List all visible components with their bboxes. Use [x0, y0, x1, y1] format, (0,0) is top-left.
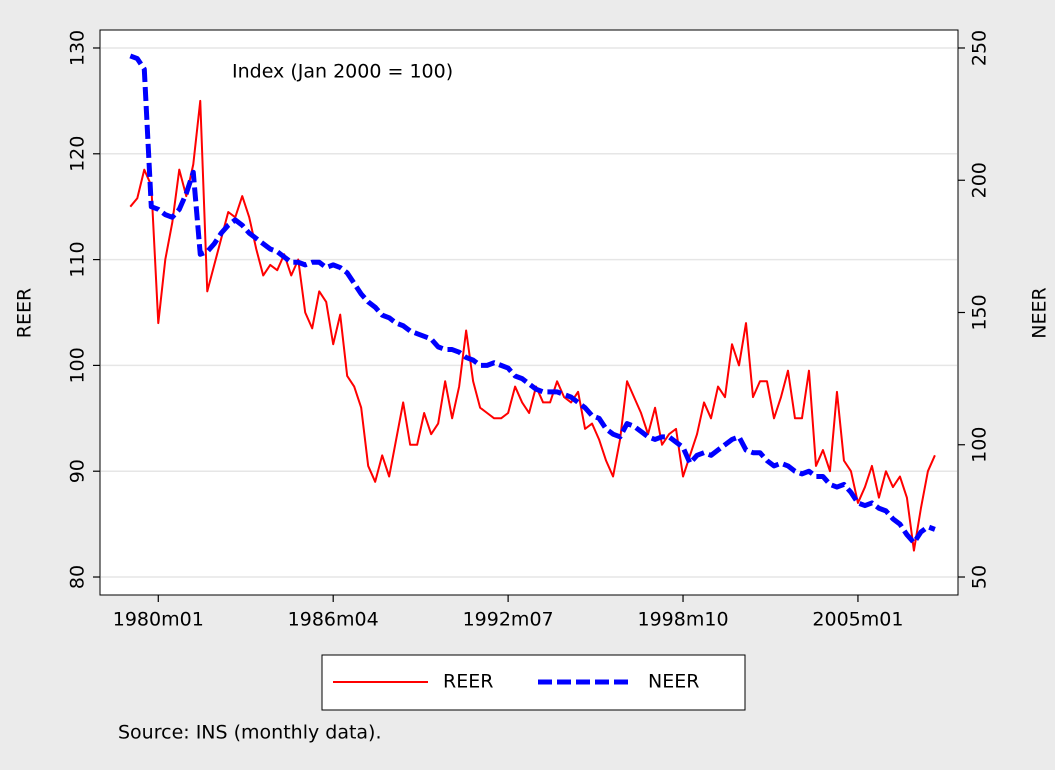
x-tick-label: 1986m04: [288, 609, 379, 631]
y2-tick-label: 50: [969, 565, 991, 589]
y-axis-title: REER: [14, 288, 36, 338]
annotation: Index (Jan 2000 = 100): [232, 61, 453, 83]
y-tick-label: 90: [67, 459, 89, 483]
x-tick-label: 1980m01: [113, 609, 204, 631]
y-tick-label: 80: [67, 565, 89, 589]
legend-label: REER: [443, 671, 493, 693]
x-tick-label: 1998m10: [638, 609, 729, 631]
y-tick-label: 100: [67, 347, 89, 383]
y2-tick-label: 250: [969, 30, 991, 66]
legend-label: NEER: [648, 671, 699, 693]
y-tick-label: 130: [67, 30, 89, 66]
series-line: [129, 53, 936, 546]
series-line: [129, 99, 936, 552]
y2-tick-label: 200: [969, 162, 991, 198]
y-tick-label: 120: [67, 136, 89, 172]
y2-tick-label: 100: [969, 427, 991, 463]
y2-tick-label: 150: [969, 294, 991, 330]
x-tick-label: 2005m01: [812, 609, 903, 631]
x-tick-label: 1992m07: [463, 609, 554, 631]
legend: REER NEER: [321, 654, 746, 711]
y2-axis-title: NEER: [1029, 287, 1051, 338]
y-tick-label: 110: [67, 241, 89, 277]
plot-area: [99, 29, 959, 596]
note: Source: INS (monthly data).: [118, 722, 382, 744]
